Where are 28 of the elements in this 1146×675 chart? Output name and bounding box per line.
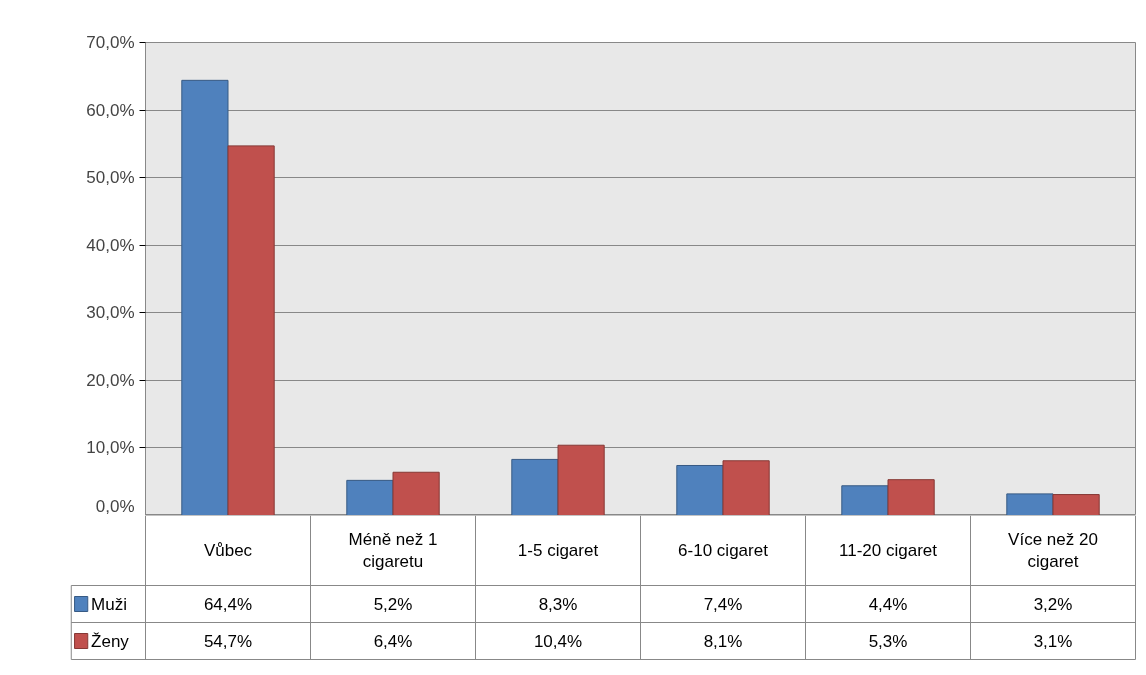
data-label: 3,2%: [1033, 594, 1073, 614]
data-label: 6,4%: [373, 631, 413, 651]
x-tick-label: 1-5 cigaret: [517, 541, 599, 560]
legend-label: Ženy: [91, 631, 130, 651]
y-tick-label: 10,0%: [86, 438, 135, 458]
data-label: 10,4%: [533, 631, 583, 651]
x-tick-label: Více než 20 cigaret: [1008, 529, 1098, 572]
data-label: 64,4%: [203, 594, 253, 614]
data-label: 3,1%: [1033, 631, 1073, 651]
data-label: 7,4%: [703, 594, 743, 614]
y-tick-label: 40,0%: [86, 235, 135, 255]
y-tick-label: 60,0%: [86, 100, 135, 120]
y-tick-label: 30,0%: [86, 303, 135, 323]
y-tick-label: 50,0%: [86, 168, 135, 188]
x-tick-label: Méně než 1 cigaretu: [348, 529, 438, 572]
data-label: 5,2%: [373, 594, 413, 614]
data-label: 4,4%: [868, 594, 908, 614]
data-label: 5,3%: [868, 631, 908, 651]
y-tick-label: 0,0%: [95, 496, 135, 516]
data-label: 8,3%: [538, 594, 578, 614]
x-tick-label: 11-20 cigaret: [839, 541, 938, 560]
x-tick-label: Vůbec: [203, 541, 253, 560]
data-label: 8,1%: [703, 631, 743, 651]
y-tick-label: 20,0%: [86, 370, 135, 390]
y-tick-label: 70,0%: [86, 33, 135, 52]
x-tick-label: 6-10 cigaret: [678, 541, 769, 560]
legend-label: Muži: [91, 594, 127, 614]
data-label: 54,7%: [203, 631, 253, 651]
